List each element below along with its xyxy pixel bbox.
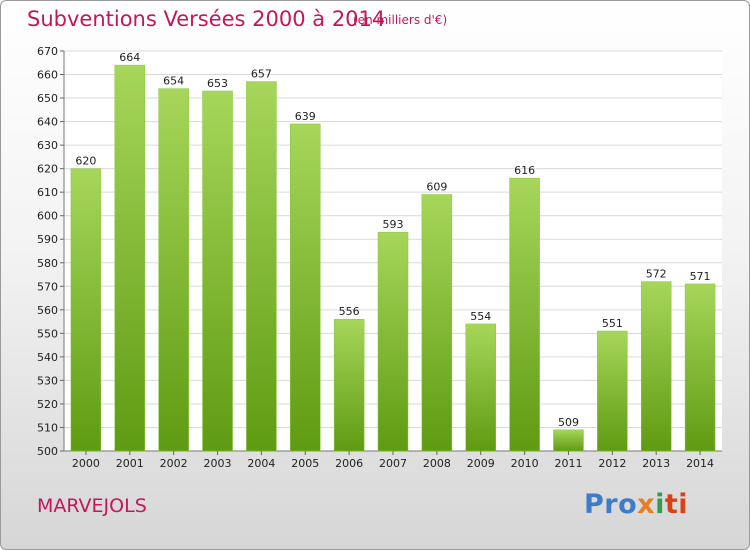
data-label-2011: 509: [558, 416, 579, 429]
x-tick-label-2010: 2010: [511, 457, 539, 470]
y-tick-label: 550: [37, 327, 58, 340]
y-tick-label: 570: [37, 280, 58, 293]
y-tick-label: 600: [37, 210, 58, 223]
y-tick-label: 660: [37, 69, 58, 82]
x-tick-label-2008: 2008: [423, 457, 451, 470]
y-tick-label: 540: [37, 351, 58, 364]
x-tick-label-2002: 2002: [160, 457, 188, 470]
logo-part-2: x: [637, 489, 656, 520]
data-label-2006: 556: [339, 305, 360, 318]
bar-2008: [421, 194, 453, 452]
bar-2003: [202, 90, 233, 452]
x-tick-label-2007: 2007: [379, 457, 407, 470]
bar-2014: [684, 283, 716, 452]
x-tick-label-2005: 2005: [291, 457, 319, 470]
data-label-2008: 609: [426, 181, 447, 194]
y-tick-label: 530: [37, 374, 58, 387]
data-label-2005: 639: [295, 110, 316, 123]
y-tick-label: 620: [37, 163, 58, 176]
data-label-2004: 657: [251, 68, 272, 81]
logo-part-1: Pro: [584, 489, 638, 520]
data-label-2010: 616: [514, 164, 535, 177]
bar-2011: [553, 429, 584, 452]
y-tick-label: 640: [37, 116, 58, 129]
x-tick-label-2003: 2003: [204, 457, 232, 470]
chart-subtitle: (en milliers d'€): [353, 13, 448, 27]
data-label-2003: 653: [207, 77, 228, 90]
x-tick-label-2014: 2014: [686, 457, 714, 470]
y-tick-label: 580: [37, 257, 58, 270]
bar-2004: [246, 81, 277, 452]
data-label-2012: 551: [602, 317, 623, 330]
y-tick-label: 650: [37, 92, 58, 105]
bar-2013: [640, 281, 672, 452]
x-tick-label-2000: 2000: [72, 457, 100, 470]
x-tick-label-2006: 2006: [335, 457, 363, 470]
data-label-2000: 620: [75, 155, 96, 168]
data-label-2009: 554: [470, 310, 491, 323]
y-tick-label: 500: [37, 445, 58, 458]
y-tick-label: 510: [37, 421, 58, 434]
proxiti-logo[interactable]: Proxiti: [584, 489, 688, 520]
bar-2010: [509, 177, 540, 452]
bar-2009: [465, 323, 496, 452]
x-tick-label-2011: 2011: [554, 457, 582, 470]
y-tick-label: 590: [37, 233, 58, 246]
bar-2005: [290, 123, 321, 452]
bar-2000: [70, 168, 102, 452]
bar-2006: [333, 318, 365, 452]
data-label-2002: 654: [163, 75, 184, 88]
bar-2012: [597, 330, 628, 452]
x-tick-label-2013: 2013: [642, 457, 670, 470]
bar-2002: [158, 88, 189, 452]
bar-2001: [114, 64, 146, 452]
y-tick-label: 670: [37, 45, 58, 58]
y-tick-label: 560: [37, 304, 58, 317]
y-tick-label: 610: [37, 186, 58, 199]
x-tick-label-2009: 2009: [467, 457, 495, 470]
x-tick-label-2004: 2004: [247, 457, 275, 470]
commune-name: MARVEJOLS: [37, 495, 147, 517]
y-tick-label: 520: [37, 398, 58, 411]
logo-part-4: ti: [664, 489, 689, 520]
x-tick-label-2001: 2001: [116, 457, 144, 470]
data-label-2013: 572: [646, 268, 667, 281]
logo-part-3: i: [655, 489, 665, 520]
chart-title: Subventions Versées 2000 à 2014: [27, 7, 386, 31]
data-label-2001: 664: [119, 51, 140, 64]
x-tick-label-2012: 2012: [598, 457, 626, 470]
y-tick-label: 630: [37, 139, 58, 152]
data-label-2007: 593: [383, 218, 404, 231]
data-label-2014: 571: [690, 270, 711, 283]
bar-2007: [377, 231, 409, 452]
